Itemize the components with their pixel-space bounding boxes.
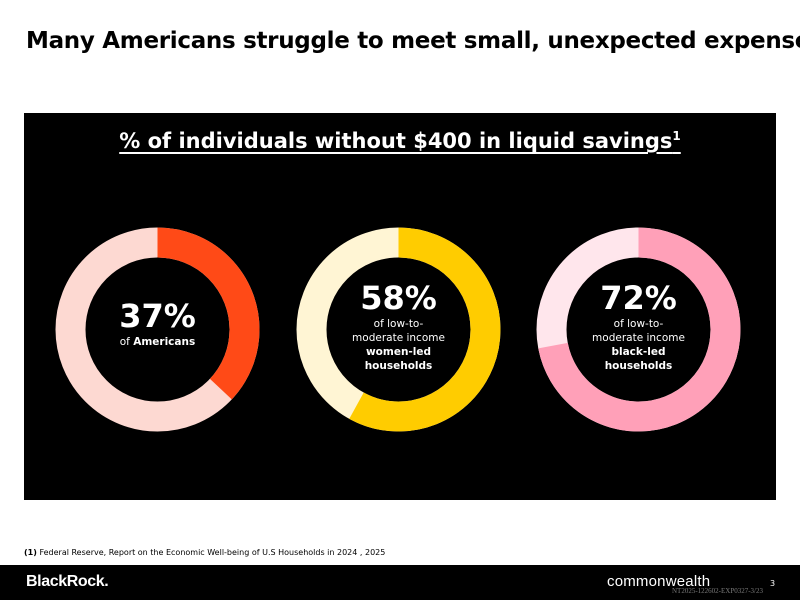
donut-center: 72% of low-to- moderate income black-led… bbox=[536, 227, 741, 432]
stat-caption-line: of low-to- bbox=[613, 317, 664, 330]
stat-caption-line: households bbox=[364, 359, 433, 372]
stat-caption-line: women-led bbox=[365, 345, 432, 358]
blackrock-logo: BlackRock. bbox=[26, 573, 109, 590]
headline: Many Americans struggle to meet small, u… bbox=[26, 28, 800, 54]
stat-caption-line: moderate income bbox=[352, 331, 445, 344]
stat-caption: of Americans bbox=[119, 335, 196, 348]
page-number: 3 bbox=[770, 579, 776, 588]
stat-percent: 58% bbox=[360, 278, 437, 317]
stat-caption-line: households bbox=[604, 359, 673, 372]
footnote-ref: 1 bbox=[672, 129, 681, 143]
donut-center: 37% of Americans bbox=[55, 227, 260, 432]
panel-title: % of individuals without $400 in liquid … bbox=[24, 129, 776, 153]
commonwealth-logo: commonwealth bbox=[607, 573, 711, 590]
footnote: (1) Federal Reserve, Report on the Econo… bbox=[24, 548, 385, 557]
stat-caption-line: of low-to- bbox=[373, 317, 424, 330]
donut-americans: 37% of Americans bbox=[55, 227, 260, 432]
donut-chart bbox=[536, 227, 741, 432]
stat-percent: 72% bbox=[600, 278, 677, 317]
donut-chart bbox=[296, 227, 501, 432]
donut-fill bbox=[536, 227, 741, 432]
footer: BlackRock. commonwealth NT2025-122602-EX… bbox=[0, 565, 800, 600]
stats-panel: % of individuals without $400 in liquid … bbox=[24, 113, 776, 500]
stat-percent: 37% bbox=[119, 296, 196, 335]
footnote-marker: (1) bbox=[24, 548, 37, 557]
donut-chart bbox=[55, 227, 260, 432]
donut-fill bbox=[55, 227, 260, 432]
panel-title-text: % of individuals without $400 in liquid … bbox=[119, 129, 673, 153]
document-code: NT2025-122602-EXP0327-3/23 bbox=[672, 587, 763, 595]
footnote-text: Federal Reserve, Report on the Economic … bbox=[39, 548, 386, 557]
donut-black-led: 72% of low-to- moderate income black-led… bbox=[536, 227, 741, 432]
donut-center: 58% of low-to- moderate income women-led… bbox=[296, 227, 501, 432]
stat-caption-line: moderate income bbox=[592, 331, 685, 344]
stat-caption-bold: Americans bbox=[133, 335, 196, 348]
donut-women-led: 58% of low-to- moderate income women-led… bbox=[296, 227, 501, 432]
stat-caption-line: black-led bbox=[611, 345, 666, 358]
donut-fill bbox=[296, 227, 501, 432]
